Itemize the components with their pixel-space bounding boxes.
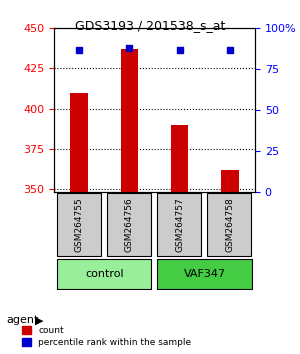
Bar — [171, 125, 188, 192]
Point — [227, 47, 232, 52]
Legend: count, percentile rank within the sample: count, percentile rank within the sample — [20, 323, 194, 349]
FancyBboxPatch shape — [56, 259, 151, 289]
Text: GSM264757: GSM264757 — [175, 198, 184, 252]
Bar — [70, 92, 88, 192]
Text: GSM264755: GSM264755 — [75, 198, 84, 252]
Text: agent: agent — [6, 315, 38, 325]
FancyBboxPatch shape — [56, 193, 101, 256]
Text: GSM264758: GSM264758 — [225, 198, 234, 252]
Point — [177, 47, 182, 52]
Text: ▶: ▶ — [34, 315, 43, 325]
Text: GSM264756: GSM264756 — [125, 198, 134, 252]
FancyBboxPatch shape — [157, 193, 201, 256]
FancyBboxPatch shape — [207, 193, 251, 256]
Bar — [221, 170, 239, 192]
Text: control: control — [85, 269, 124, 279]
FancyBboxPatch shape — [107, 193, 151, 256]
Point — [77, 47, 82, 52]
Text: GDS3193 / 201538_s_at: GDS3193 / 201538_s_at — [75, 19, 225, 33]
FancyBboxPatch shape — [157, 259, 253, 289]
Text: VAF347: VAF347 — [184, 269, 226, 279]
Bar — [121, 49, 138, 192]
Point — [127, 45, 132, 51]
